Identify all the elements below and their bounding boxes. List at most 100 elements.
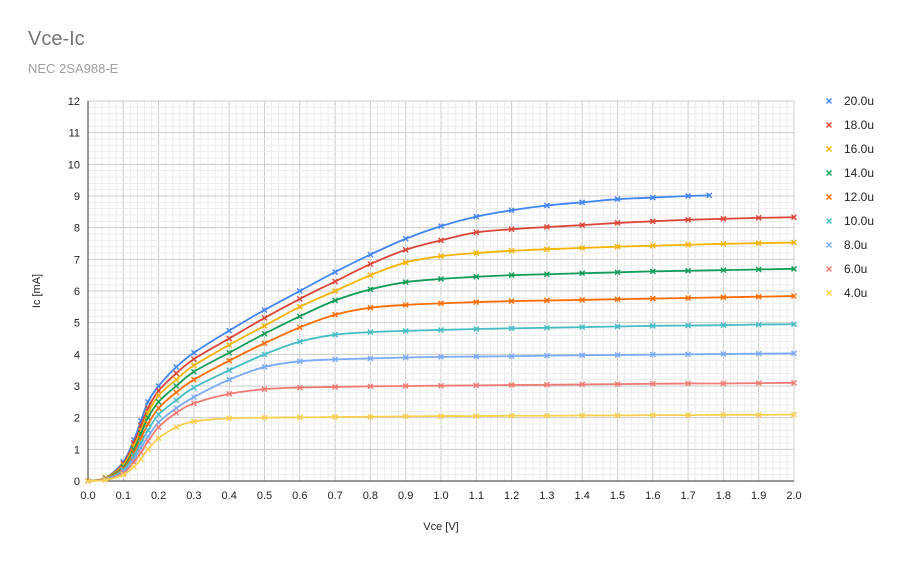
legend-marker (826, 290, 832, 296)
data-point (85, 478, 91, 484)
x-tick-label: 0.5 (257, 490, 272, 502)
data-point (402, 259, 409, 266)
data-point (173, 397, 180, 404)
data-point (508, 298, 515, 305)
data-point (720, 294, 727, 301)
data-point (190, 356, 197, 363)
legend-label: 10.0u (844, 214, 874, 228)
data-point (438, 237, 444, 244)
x-tick-label: 1.2 (504, 490, 519, 502)
data-point (579, 244, 586, 251)
x-tick-label: 1.4 (575, 490, 590, 502)
data-point (190, 400, 197, 407)
data-point (402, 413, 409, 420)
data-point (261, 414, 268, 421)
legend-marker (826, 266, 832, 272)
data-point (543, 324, 550, 331)
data-point (438, 253, 444, 260)
data-point (226, 341, 233, 348)
data-point (508, 382, 515, 389)
data-point (543, 224, 550, 231)
data-point (755, 266, 762, 273)
series-6.0u (85, 379, 797, 484)
data-point (649, 295, 656, 302)
y-tick-label: 5 (74, 318, 80, 330)
data-point (649, 380, 656, 387)
y-tick-label: 6 (74, 286, 80, 298)
data-point (102, 477, 109, 484)
data-point (685, 351, 692, 358)
data-point (402, 327, 409, 334)
data-point (332, 356, 339, 363)
data-point (190, 384, 197, 391)
data-point (332, 331, 339, 338)
data-point (649, 242, 656, 249)
data-point (543, 246, 550, 253)
legend-label: 6.0u (844, 262, 867, 276)
data-point (296, 338, 303, 345)
data-point (614, 296, 621, 303)
data-point (120, 471, 127, 478)
data-point (755, 293, 762, 300)
data-point (720, 322, 727, 329)
data-point (226, 367, 233, 374)
data-point (155, 411, 162, 418)
data-point (543, 202, 550, 209)
data-point (137, 455, 144, 462)
y-tick-label: 4 (74, 349, 80, 361)
data-point (367, 383, 374, 390)
legend-item: 4.0u (826, 286, 867, 300)
data-point (791, 293, 797, 300)
data-point (190, 362, 197, 369)
data-point (332, 278, 339, 285)
data-point (226, 335, 233, 342)
legend: 20.0u 18.0u 16.0u 14.0u 12.0u 10.0u 8.0u 6.0u 4.… (826, 94, 874, 300)
data-point (508, 207, 515, 214)
y-tick-label: 2 (74, 413, 80, 425)
data-point (402, 301, 409, 308)
legend-marker (826, 194, 832, 200)
data-point (685, 380, 692, 387)
data-point (438, 275, 444, 282)
data-point (145, 438, 152, 445)
data-point (438, 353, 444, 360)
data-point (791, 214, 797, 221)
data-point (720, 380, 727, 387)
data-point (173, 376, 180, 383)
data-point (130, 459, 137, 465)
data-point (190, 368, 197, 375)
x-tick-label: 1.8 (716, 490, 731, 502)
data-point (402, 354, 409, 361)
data-point (402, 246, 409, 253)
data-point (367, 286, 374, 293)
x-tick-label: 2.0 (786, 490, 801, 502)
data-point (173, 370, 180, 377)
data-point (720, 351, 727, 358)
legend-marker (826, 146, 832, 152)
data-point (649, 412, 656, 419)
data-point (155, 435, 162, 442)
legend-item: 8.0u (826, 238, 867, 252)
data-point (367, 329, 374, 336)
data-point (508, 247, 515, 254)
data-point (614, 351, 621, 358)
legend-label: 18.0u (844, 118, 874, 132)
data-point (579, 324, 586, 331)
data-point (261, 340, 268, 347)
data-point (649, 322, 656, 329)
grid-lines (87, 100, 795, 482)
data-point (685, 193, 692, 199)
x-tick-label: 1.6 (645, 490, 660, 502)
legend-item: 20.0u (826, 94, 874, 108)
data-point (579, 381, 586, 388)
data-point (685, 216, 692, 223)
data-point (226, 376, 233, 383)
chart-title: Vce-Ic (28, 28, 85, 50)
data-point (685, 294, 692, 301)
data-point (367, 304, 374, 311)
series-line (87, 194, 710, 482)
series-lines (85, 192, 797, 484)
x-tick-label: 1.5 (610, 490, 625, 502)
data-point (755, 321, 762, 328)
